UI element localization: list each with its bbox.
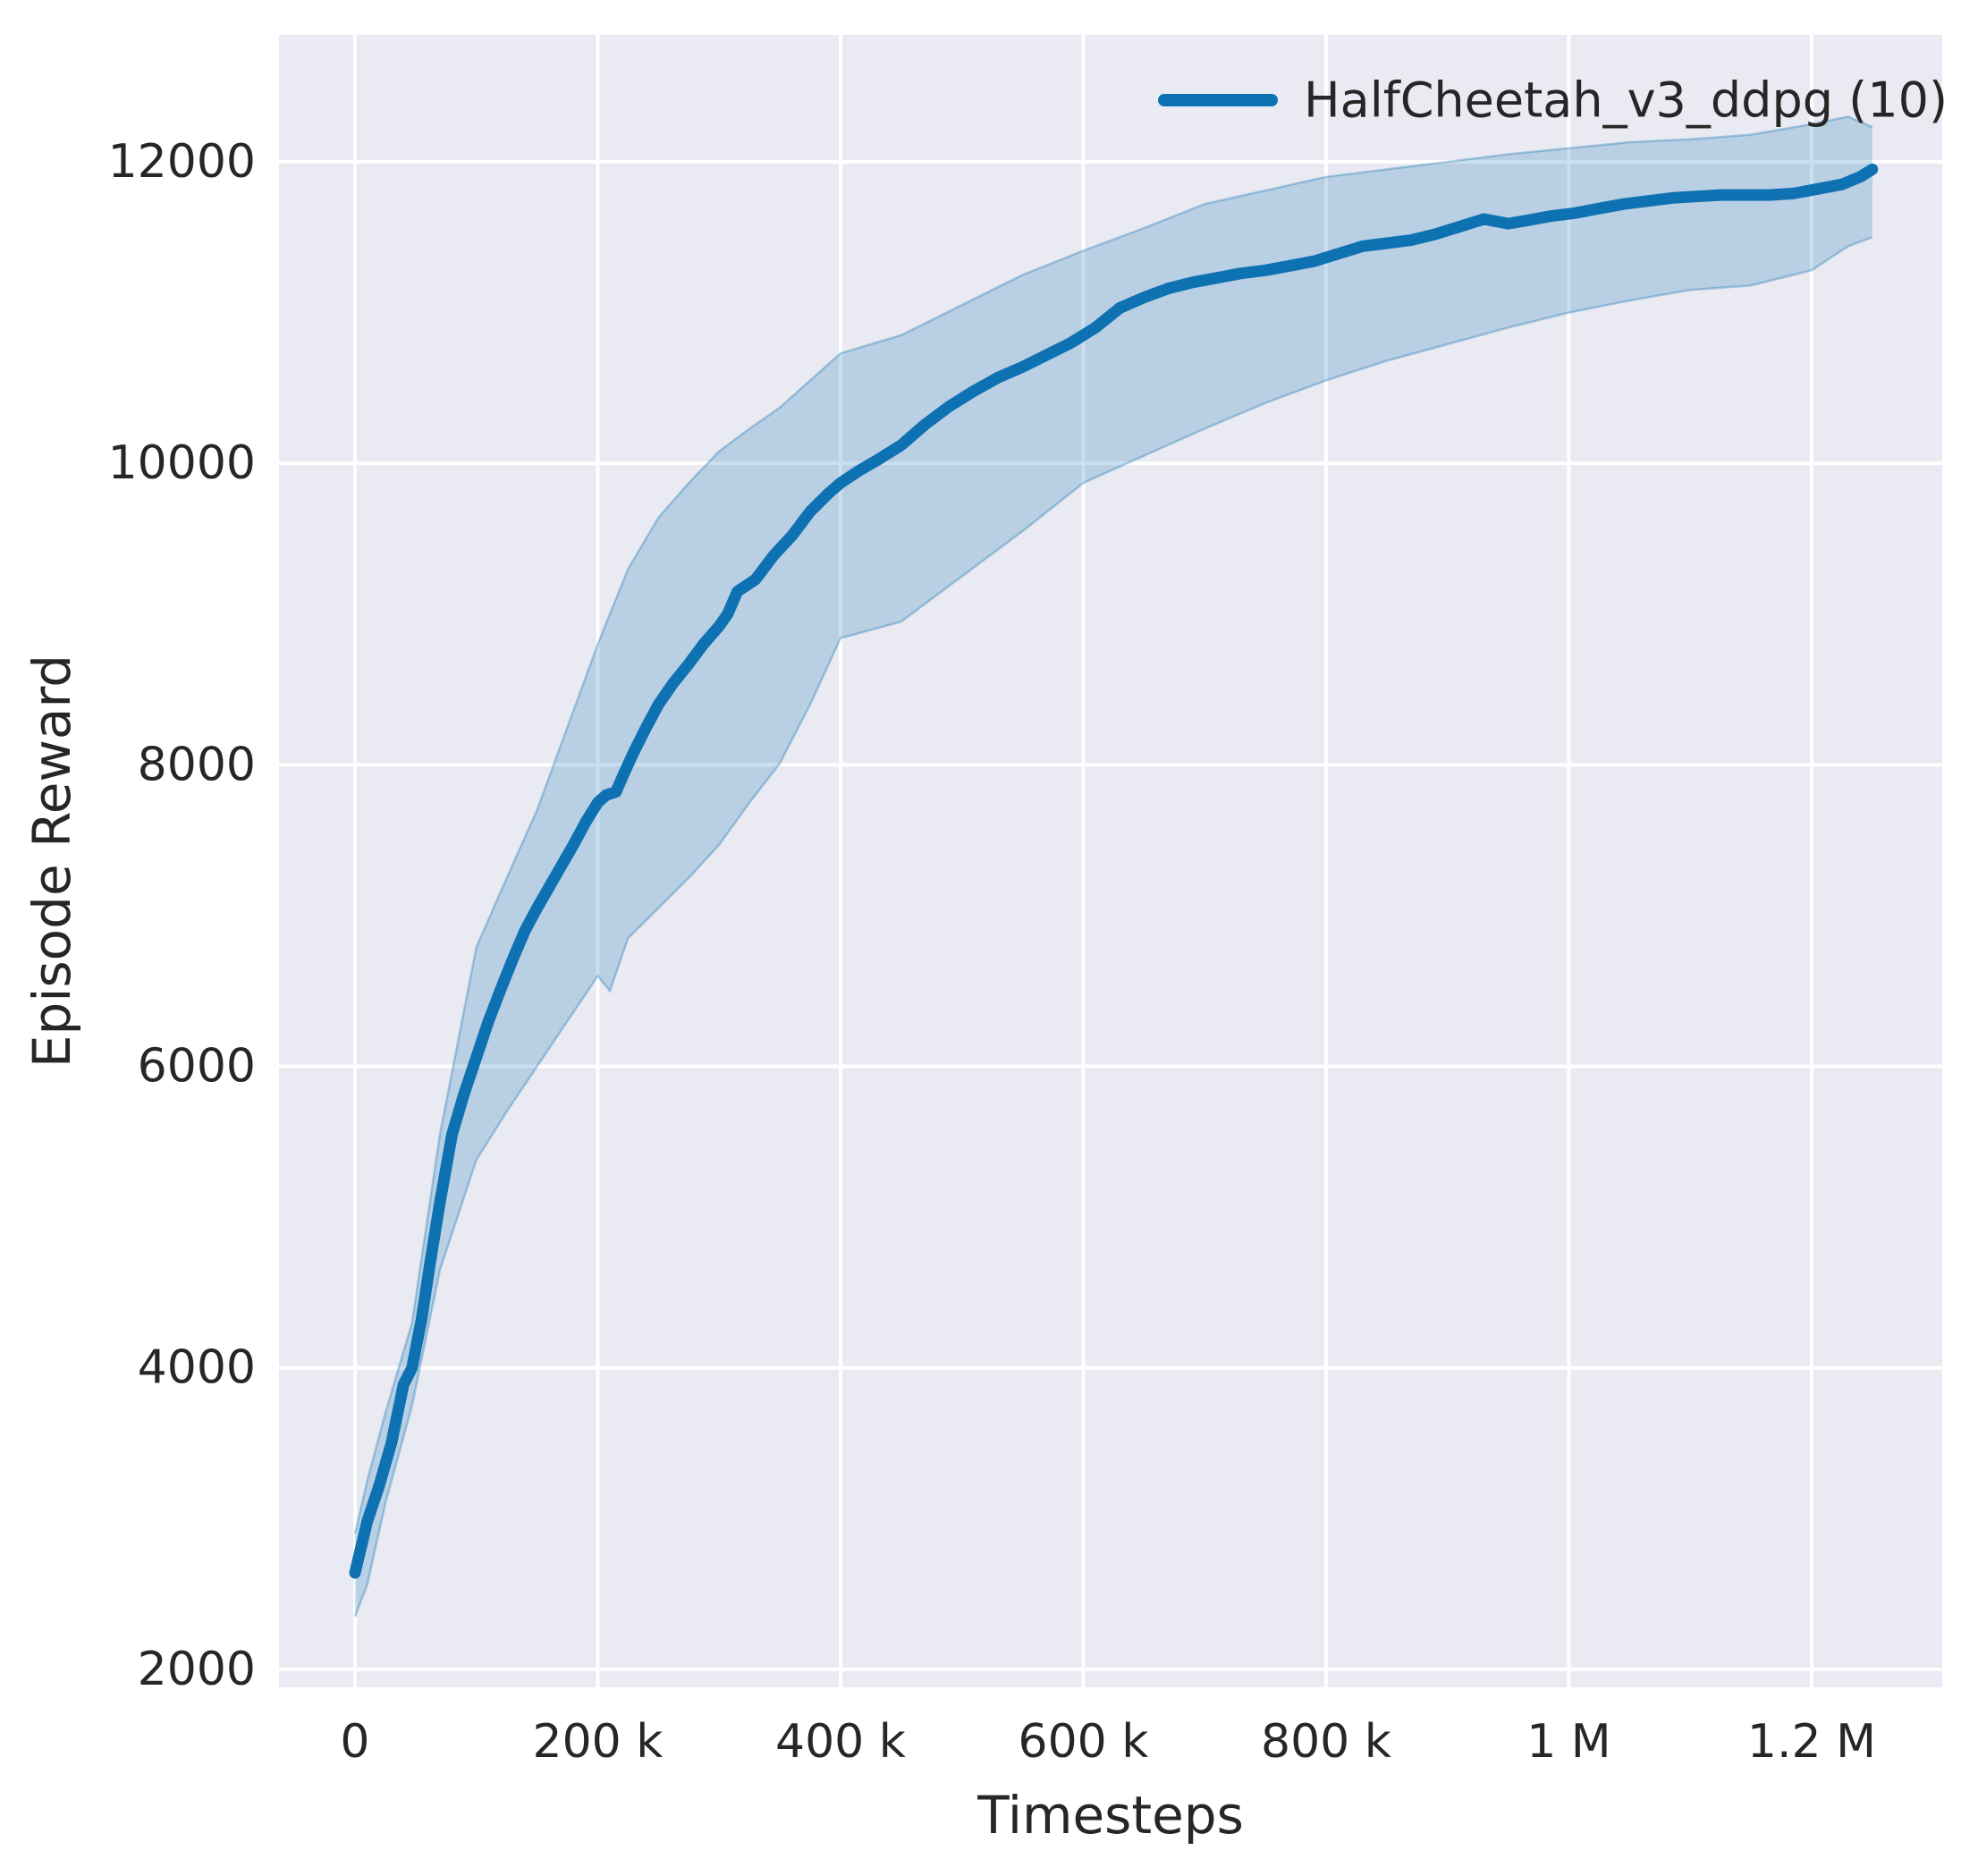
- x-axis-label: Timesteps: [976, 1785, 1244, 1846]
- y-tick-label: 8000: [138, 738, 256, 791]
- mean-reward-line: [349, 163, 1879, 1579]
- confidence-band: [355, 116, 1872, 1617]
- band-lower-edge: [353, 236, 1873, 1618]
- plot-area: 2000 4000 6000 8000 10000 12000 0 200 k 400 k 600…: [108, 35, 1942, 1769]
- y-tick-label: 2000: [138, 1643, 256, 1696]
- legend-label: HalfCheetah_v3_ddpg (10): [1304, 72, 1948, 129]
- x-tick-label: 1.2 M: [1747, 1715, 1876, 1769]
- x-tick-label: 800 k: [1261, 1715, 1391, 1769]
- legend: HalfCheetah_v3_ddpg (10): [1158, 72, 1948, 129]
- y-tick-label: 6000: [138, 1040, 256, 1094]
- y-tick-label: 12000: [108, 135, 256, 189]
- y-axis-label: Episode Reward: [21, 655, 82, 1068]
- y-tick-label: 4000: [138, 1341, 256, 1395]
- band-upper-edge: [353, 115, 1873, 1534]
- x-tick-label: 400 k: [775, 1715, 906, 1769]
- x-tick-label: 200 k: [533, 1715, 664, 1769]
- x-tick-label: 1 M: [1526, 1715, 1610, 1769]
- x-tick-label: 0: [340, 1715, 369, 1769]
- x-tick-label: 600 k: [1019, 1715, 1149, 1769]
- y-tick-label: 10000: [108, 436, 256, 490]
